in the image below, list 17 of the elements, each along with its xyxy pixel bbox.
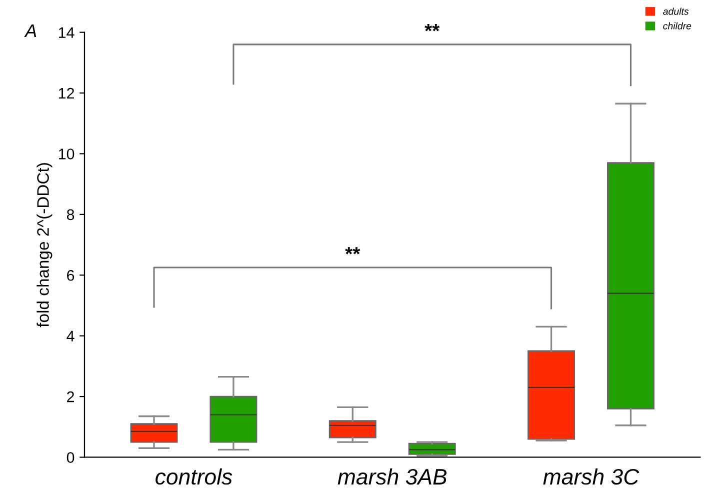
y-axis-title: fold change 2^(-DDCt) — [36, 163, 52, 328]
y-tick-label: 10 — [58, 148, 74, 160]
chart-title: A — [24, 24, 36, 37]
x-tick-label: marsh 3C — [543, 468, 640, 485]
y-tick-label: 14 — [58, 27, 74, 38]
y-tick-label: 4 — [66, 330, 74, 342]
y-tick-label: 8 — [66, 209, 74, 220]
x-tick-label: marsh 3AB — [338, 468, 447, 485]
annotation: ** — [345, 247, 360, 254]
y-tick-label: 6 — [67, 270, 74, 281]
text: ** — [424, 24, 440, 32]
y-tick-label: 0 — [66, 452, 74, 463]
x-tick-label: controls — [156, 468, 232, 485]
legend-label: childre — [663, 22, 692, 30]
legend-label: adults — [663, 8, 689, 15]
y-tick-label: 2 — [67, 391, 74, 402]
y-tick-label: 12 — [58, 88, 74, 99]
